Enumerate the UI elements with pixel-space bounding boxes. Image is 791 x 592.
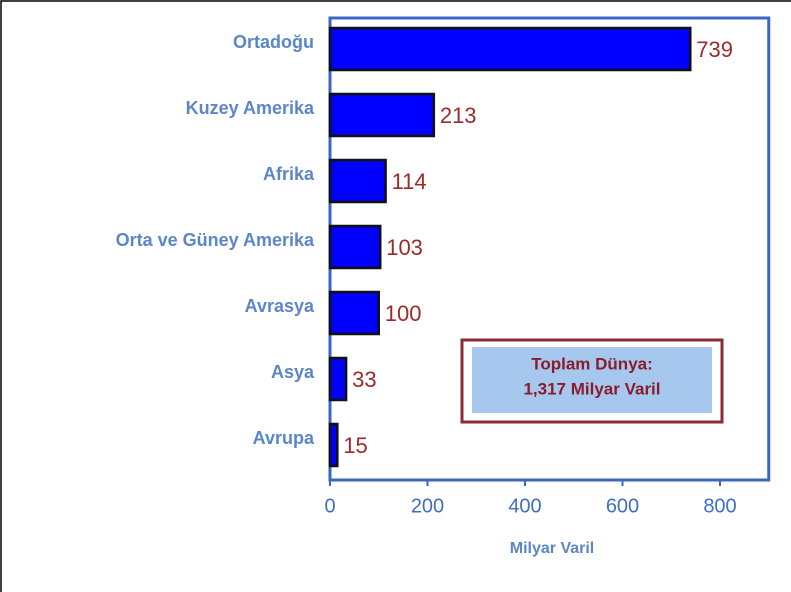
bar: [328, 290, 380, 336]
y-tick-label: Asya: [271, 362, 315, 382]
bar: [328, 158, 387, 204]
y-tick-label: Avrasya: [245, 296, 315, 316]
x-axis-label: Milyar Varil: [510, 540, 595, 557]
annotation-line: 1,317 Milyar Varil: [523, 379, 660, 398]
x-tick-label: 600: [606, 495, 639, 517]
x-tick-label: 200: [411, 495, 444, 517]
x-tick-label: 0: [324, 495, 335, 517]
bar: [328, 224, 382, 270]
value-label: 33: [352, 367, 376, 392]
bar: [328, 422, 339, 468]
bar: [328, 92, 436, 138]
value-label: 739: [696, 37, 733, 62]
y-tick-label: Kuzey Amerika: [186, 98, 315, 118]
annotation-line: Toplam Dünya:: [531, 354, 653, 373]
x-tick-label: 800: [703, 495, 736, 517]
y-tick-label: Orta ve Güney Amerika: [116, 230, 315, 250]
value-label: 114: [392, 169, 427, 194]
bar: [328, 356, 348, 402]
annotation-fill: [472, 347, 712, 413]
value-label: 213: [440, 103, 477, 128]
y-tick-label: Avrupa: [253, 428, 315, 448]
value-label: 15: [343, 433, 367, 458]
value-label: 103: [386, 235, 423, 260]
bar: [328, 26, 692, 72]
x-tick-label: 400: [508, 495, 541, 517]
value-label: 100: [385, 301, 422, 326]
y-tick-label: Afrika: [263, 164, 315, 184]
y-tick-label: Ortadoğu: [233, 32, 314, 52]
